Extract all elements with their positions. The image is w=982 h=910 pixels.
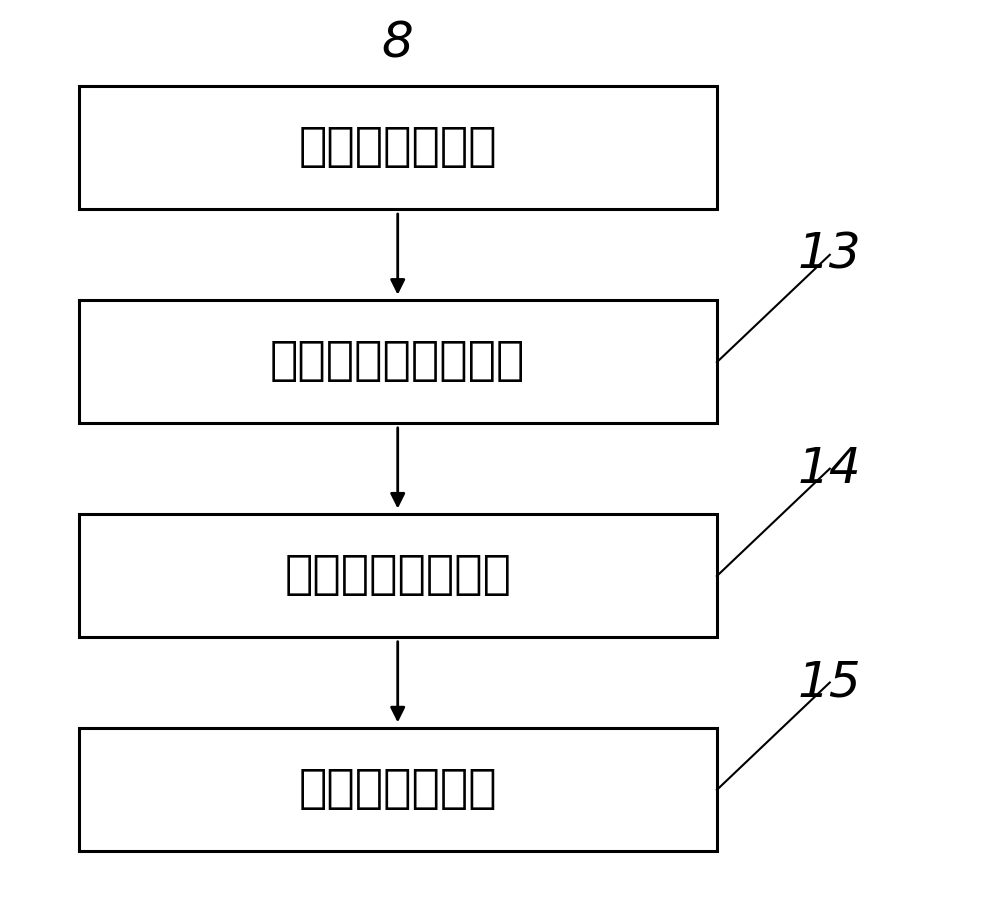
Text: 15: 15 bbox=[798, 659, 861, 706]
Text: 第一存储数据库: 第一存储数据库 bbox=[299, 767, 497, 812]
Bar bbox=[79, 300, 717, 423]
Bar bbox=[79, 86, 717, 209]
Text: 14: 14 bbox=[798, 445, 861, 492]
Text: 数据分析匹配模块: 数据分析匹配模块 bbox=[284, 553, 512, 598]
Text: 8: 8 bbox=[382, 20, 413, 67]
Bar bbox=[79, 728, 717, 851]
Text: 第一数据接收服务器: 第一数据接收服务器 bbox=[270, 339, 525, 384]
Bar bbox=[79, 514, 717, 637]
Text: 第一发送服务器: 第一发送服务器 bbox=[299, 126, 497, 170]
Text: 13: 13 bbox=[798, 231, 861, 278]
